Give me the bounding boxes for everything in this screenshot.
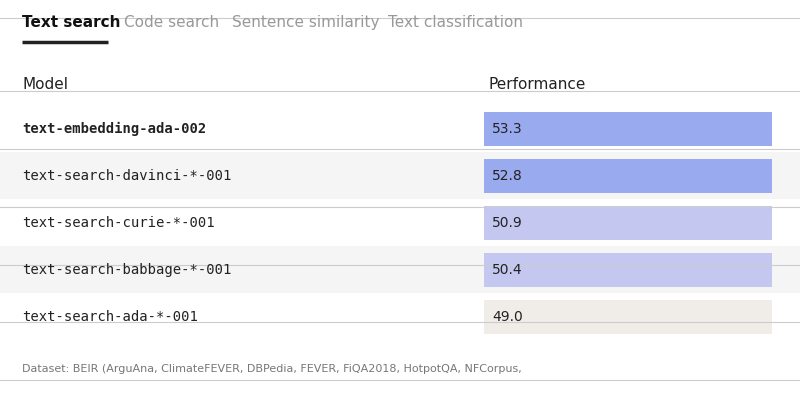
Bar [484,159,772,193]
Bar [0,199,800,246]
Text: text-search-ada-*-001: text-search-ada-*-001 [22,310,198,324]
Text: Text search: Text search [22,15,121,30]
Text: text-search-curie-*-001: text-search-curie-*-001 [22,216,215,230]
Bar [484,112,772,146]
Text: text-search-davinci-*-001: text-search-davinci-*-001 [22,169,232,183]
Text: 53.3: 53.3 [492,122,522,136]
Text: Code search: Code search [124,15,219,30]
Bar [0,293,800,340]
Text: Performance: Performance [488,76,586,92]
Bar [0,152,800,199]
Text: text-embedding-ada-002: text-embedding-ada-002 [22,122,206,136]
Text: 50.4: 50.4 [492,263,522,277]
Bar [0,105,800,152]
Bar [484,253,772,287]
Text: 50.9: 50.9 [492,216,522,230]
Text: Model: Model [22,76,69,92]
Bar [0,246,800,293]
Text: 52.8: 52.8 [492,169,522,183]
Text: text-search-babbage-*-001: text-search-babbage-*-001 [22,263,232,277]
Text: Text classification: Text classification [388,15,523,30]
Text: Dataset: BEIR (ArguAna, ClimateFEVER, DBPedia, FEVER, FiQA2018, HotpotQA, NFCorp: Dataset: BEIR (ArguAna, ClimateFEVER, DB… [22,364,522,374]
Bar [484,206,772,240]
Text: Sentence similarity: Sentence similarity [232,15,379,30]
Bar [484,300,772,334]
Text: 49.0: 49.0 [492,310,522,324]
